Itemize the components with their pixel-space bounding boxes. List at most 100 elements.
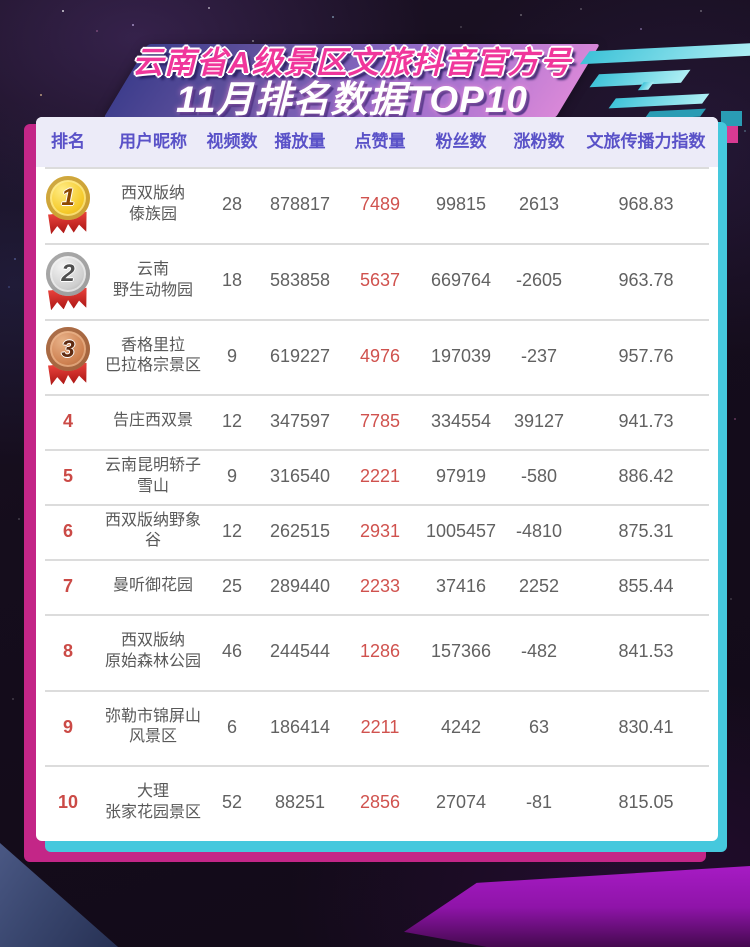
table-row: 3 香格里拉 巴拉格宗景区 9 619227 4976 197039 -237 …: [36, 318, 718, 395]
rank-value: 3: [61, 335, 75, 363]
growth-value: -580: [520, 465, 558, 486]
header-growth: 涨粉数: [513, 131, 565, 151]
gold-medal-icon: 1: [45, 175, 91, 234]
growth-value: -482: [520, 640, 558, 661]
fans-value: 1005457: [425, 520, 497, 541]
fans-value: 157366: [430, 640, 492, 661]
fans-value: 669764: [430, 269, 492, 290]
rank-value: 6: [62, 520, 73, 541]
stripe-icon: [580, 42, 750, 65]
index-value: 855.44: [618, 575, 674, 596]
header-likes: 点赞量: [354, 131, 406, 151]
rank-medal: 2: [36, 251, 100, 310]
likes-value: 2856: [359, 792, 401, 813]
bronze-medal-icon: 3: [45, 327, 91, 385]
videos-value: 9: [226, 345, 237, 366]
account-name: 曼听御花园: [112, 576, 193, 594]
ranking-table: 排名 用户昵称 视频数 播放量 点赞量 粉丝数 涨粉数 文旅传播力指数 1 西双…: [36, 117, 718, 841]
rank-value: 4: [62, 411, 73, 432]
growth-value: 2252: [518, 575, 560, 596]
stripe-icon: [589, 69, 691, 88]
plays-value: 583858: [269, 269, 331, 290]
fans-value: 334554: [430, 411, 492, 432]
likes-value: 4976: [359, 345, 401, 366]
title-line-2: 11月排名数据TOP10: [176, 79, 528, 120]
likes-value: 7489: [359, 194, 401, 215]
index-value: 886.42: [618, 465, 674, 486]
growth-value: -237: [520, 345, 558, 366]
page-title: 云南省A级景区文旅抖音官方号 11月排名数据TOP10: [112, 45, 592, 119]
rank-value: 10: [57, 792, 79, 813]
likes-value: 5637: [359, 269, 401, 290]
fans-value: 37416: [435, 575, 487, 596]
growth-value: -2605: [515, 269, 563, 290]
header-index: 文旅传播力指数: [586, 131, 706, 151]
videos-value: 6: [226, 716, 237, 737]
plays-value: 186414: [269, 716, 331, 737]
table-row: 10 大理 张家花园景区 52 88251 2856 27074 -81 815…: [36, 765, 718, 841]
table-row: 9 弥勒市锦屏山 风景区 6 186414 2211 4242 63 830.4…: [36, 689, 718, 766]
account-name: 西双版纳野象谷: [104, 511, 201, 550]
fans-value: 197039: [430, 345, 492, 366]
header-plays: 播放量: [274, 131, 326, 151]
account-name: 云南 野生动物园: [112, 260, 193, 299]
rank-value: 5: [62, 465, 73, 486]
table-row: 8 西双版纳 原始森林公园 46 244544 1286 157366 -482…: [36, 613, 718, 690]
fans-value: 27074: [435, 792, 487, 813]
likes-value: 2931: [359, 520, 401, 541]
rank-value: 7: [62, 575, 73, 596]
account-name: 弥勒市锦屏山 风景区: [104, 707, 201, 746]
silver-medal-icon: 2: [45, 251, 91, 310]
index-value: 815.05: [618, 792, 674, 813]
index-value: 830.41: [618, 716, 674, 737]
videos-value: 18: [221, 269, 243, 290]
stripe-icon: [608, 93, 710, 109]
plays-value: 244544: [269, 640, 331, 661]
account-name: 云南昆明轿子雪山: [104, 456, 201, 495]
plays-value: 347597: [269, 411, 331, 432]
growth-value: 2613: [518, 194, 560, 215]
table-row: 6 西双版纳野象谷 12 262515 2931 1005457 -4810 8…: [36, 504, 718, 559]
plays-value: 88251: [274, 792, 326, 813]
videos-value: 12: [221, 411, 243, 432]
rank-value: 2: [61, 260, 75, 288]
header-fans: 粉丝数: [435, 131, 487, 151]
table-row: 4 告庄西双景 12 347597 7785 334554 39127 941.…: [36, 394, 718, 449]
rank-medal: 1: [36, 175, 100, 234]
videos-value: 12: [221, 520, 243, 541]
plays-value: 289440: [269, 575, 331, 596]
fans-value: 99815: [435, 194, 487, 215]
fans-value: 4242: [440, 716, 482, 737]
index-value: 841.53: [618, 640, 674, 661]
index-value: 968.83: [618, 194, 674, 215]
header-rank: 排名: [51, 131, 85, 151]
videos-value: 9: [226, 465, 237, 486]
table-row: 5 云南昆明轿子雪山 9 316540 2221 97919 -580 886.…: [36, 449, 718, 504]
rank-value: 1: [61, 184, 75, 212]
title-line-1: 云南省A级景区文旅抖音官方号: [132, 45, 572, 80]
account-name: 大理 张家花园景区: [104, 783, 201, 822]
plays-value: 316540: [269, 465, 331, 486]
plays-value: 262515: [269, 520, 331, 541]
rank-value: 8: [62, 640, 73, 661]
videos-value: 25: [221, 575, 243, 596]
plays-value: 878817: [269, 194, 331, 215]
table-row: 7 曼听御花园 25 289440 2233 37416 2252 855.44: [36, 558, 718, 614]
plays-value: 619227: [269, 345, 331, 366]
account-name: 告庄西双景: [112, 412, 193, 430]
rank-medal: 3: [36, 327, 100, 385]
rank-value: 9: [62, 716, 73, 737]
index-value: 875.31: [618, 520, 674, 541]
index-value: 963.78: [618, 269, 674, 290]
header-videos: 视频数: [206, 131, 258, 151]
account-name: 西双版纳 傣族园: [120, 185, 185, 223]
growth-value: -81: [525, 792, 552, 813]
growth-value: 63: [528, 716, 550, 737]
videos-value: 46: [221, 640, 243, 661]
corner-cyan-accent: [721, 111, 742, 126]
fans-value: 97919: [435, 465, 487, 486]
growth-value: -4810: [515, 520, 563, 541]
table-row: 1 西双版纳 傣族园 28 878817 7489 99815 2613 968…: [36, 167, 718, 243]
account-name: 西双版纳 原始森林公园: [104, 631, 201, 670]
